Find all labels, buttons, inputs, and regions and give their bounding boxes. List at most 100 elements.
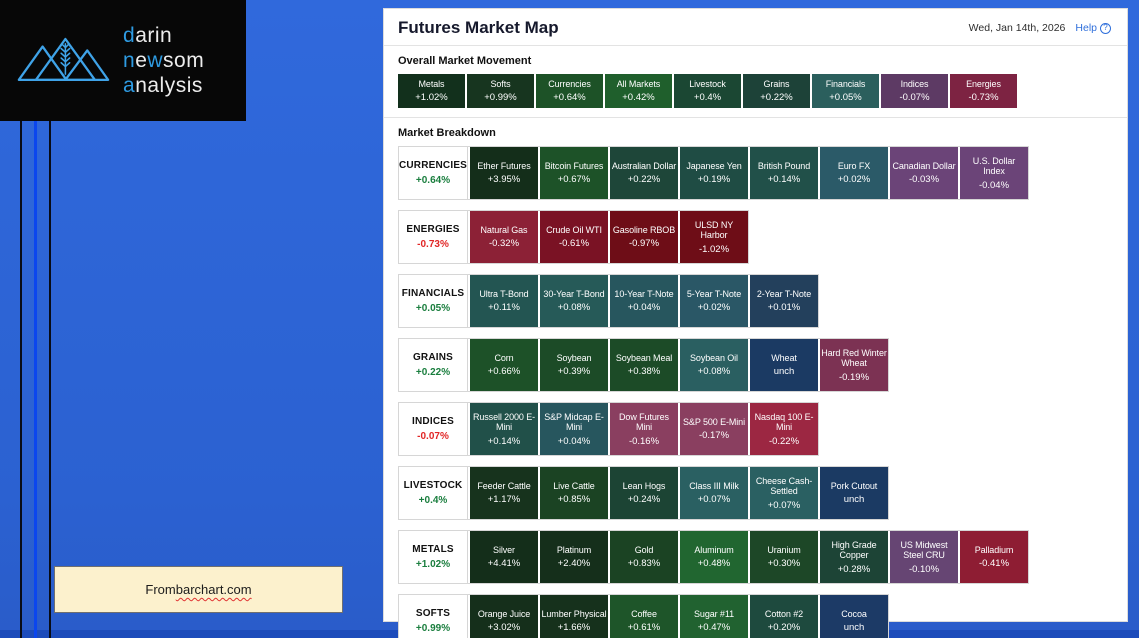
market-tile-corn[interactable]: Corn +0.66% xyxy=(470,339,538,391)
tile-name: Lumber Physical xyxy=(541,608,607,619)
sector-label-currencies[interactable]: CURRENCIES +0.64% xyxy=(399,147,468,199)
tile-name: Indices xyxy=(900,78,929,89)
market-tile-palladium[interactable]: Palladium -0.41% xyxy=(960,531,1028,583)
tile-name: Platinum xyxy=(556,544,592,555)
market-tile-30-year-t-bond[interactable]: 30-Year T-Bond +0.08% xyxy=(540,275,608,327)
market-tile-crude-oil-wti[interactable]: Crude Oil WTI -0.61% xyxy=(540,211,608,263)
sector-row-livestock: LIVESTOCK +0.4% Feeder Cattle +1.17% Live Ca… xyxy=(398,466,889,520)
market-tile-s-p-midcap-e-mini[interactable]: S&P Midcap E-Mini +0.04% xyxy=(540,403,608,455)
overall-tile-indices[interactable]: Indices -0.07% xyxy=(881,74,948,108)
tile-name: Cocoa xyxy=(841,608,867,619)
market-tile-aluminum[interactable]: Aluminum +0.48% xyxy=(680,531,748,583)
tile-percent: +0.14% xyxy=(767,174,801,186)
overall-tile-all-markets[interactable]: All Markets +0.42% xyxy=(605,74,672,108)
sector-label-indices[interactable]: INDICES -0.07% xyxy=(399,403,468,455)
sector-label-financials[interactable]: FINANCIALS +0.05% xyxy=(399,275,468,327)
sector-row-indices: INDICES -0.07% Russell 2000 E-Mini +0.14% S&… xyxy=(398,402,819,456)
market-tile-10-year-t-note[interactable]: 10-Year T-Note +0.04% xyxy=(610,275,678,327)
market-tile-cheese-cash-settled[interactable]: Cheese Cash-Settled +0.07% xyxy=(750,467,818,519)
tile-name: Canadian Dollar xyxy=(892,160,956,171)
market-tile-canadian-dollar[interactable]: Canadian Dollar -0.03% xyxy=(890,147,958,199)
logo-accent-letter: d xyxy=(123,24,136,47)
overall-tile-energies[interactable]: Energies -0.73% xyxy=(950,74,1017,108)
market-tile-cotton-2[interactable]: Cotton #2 +0.20% xyxy=(750,595,818,638)
market-tile-sugar-11[interactable]: Sugar #11 +0.47% xyxy=(680,595,748,638)
market-tile-gasoline-rbob[interactable]: Gasoline RBOB -0.97% xyxy=(610,211,678,263)
market-tile-orange-juice[interactable]: Orange Juice +3.02% xyxy=(470,595,538,638)
overall-heading: Overall Market Movement xyxy=(398,55,532,67)
tile-percent: +0.4% xyxy=(693,92,722,104)
tile-percent: -0.10% xyxy=(908,563,940,575)
overall-tile-livestock[interactable]: Livestock +0.4% xyxy=(674,74,741,108)
market-tile-dow-futures-mini[interactable]: Dow Futures Mini -0.16% xyxy=(610,403,678,455)
sector-label-softs[interactable]: SOFTS +0.99% xyxy=(399,595,468,638)
market-tile-5-year-t-note[interactable]: 5-Year T-Note +0.02% xyxy=(680,275,748,327)
page-title: Futures Market Map xyxy=(398,18,559,37)
market-tile-uranium[interactable]: Uranium +0.30% xyxy=(750,531,818,583)
tile-name: Feeder Cattle xyxy=(477,480,531,491)
sector-percent: +0.99% xyxy=(415,623,451,634)
decor-vertical-line xyxy=(34,0,37,638)
overall-tile-currencies[interactable]: Currencies +0.64% xyxy=(536,74,603,108)
market-tile-ultra-t-bond[interactable]: Ultra T-Bond +0.11% xyxy=(470,275,538,327)
overall-tile-softs[interactable]: Softs +0.99% xyxy=(467,74,534,108)
tile-percent: -0.97% xyxy=(628,238,660,250)
tile-percent: +0.38% xyxy=(627,366,661,378)
market-tile-gold[interactable]: Gold +0.83% xyxy=(610,531,678,583)
sector-label-grains[interactable]: GRAINS +0.22% xyxy=(399,339,468,391)
market-tile-japanese-yen[interactable]: Japanese Yen +0.19% xyxy=(680,147,748,199)
market-tile-high-grade-copper[interactable]: High Grade Copper +0.28% xyxy=(820,531,888,583)
market-tile-u-s-dollar-index[interactable]: U.S. Dollar Index -0.04% xyxy=(960,147,1028,199)
tile-percent: +0.30% xyxy=(767,558,801,570)
market-tile-british-pound[interactable]: British Pound +0.14% xyxy=(750,147,818,199)
source-box[interactable]: From barchart.com xyxy=(54,566,343,613)
market-tile-soybean[interactable]: Soybean +0.39% xyxy=(540,339,608,391)
help-link[interactable]: Help ? xyxy=(1075,22,1111,34)
market-tile-cocoa[interactable]: Cocoa unch xyxy=(820,595,888,638)
overall-tile-grains[interactable]: Grains +0.22% xyxy=(743,74,810,108)
tile-name: Sugar #11 xyxy=(694,608,734,619)
overall-tile-metals[interactable]: Metals +1.02% xyxy=(398,74,465,108)
logo: darin newsom analysis xyxy=(0,0,246,121)
market-tile-feeder-cattle[interactable]: Feeder Cattle +1.17% xyxy=(470,467,538,519)
market-tile-lean-hogs[interactable]: Lean Hogs +0.24% xyxy=(610,467,678,519)
market-tile-wheat[interactable]: Wheat unch xyxy=(750,339,818,391)
logo-text-line: darin xyxy=(123,23,204,48)
market-tile-lumber-physical[interactable]: Lumber Physical +1.66% xyxy=(540,595,608,638)
tile-name: 10-Year T-Note xyxy=(614,288,674,299)
market-tile-coffee[interactable]: Coffee +0.61% xyxy=(610,595,678,638)
market-tile-class-iii-milk[interactable]: Class III Milk +0.07% xyxy=(680,467,748,519)
market-tile-pork-cutout[interactable]: Pork Cutout unch xyxy=(820,467,888,519)
market-tile-euro-fx[interactable]: Euro FX +0.02% xyxy=(820,147,888,199)
market-tile-ether-futures[interactable]: Ether Futures +3.95% xyxy=(470,147,538,199)
overall-tile-financials[interactable]: Financials +0.05% xyxy=(812,74,879,108)
market-tile-2-year-t-note[interactable]: 2-Year T-Note +0.01% xyxy=(750,275,818,327)
market-tile-bitcoin-futures[interactable]: Bitcoin Futures +0.67% xyxy=(540,147,608,199)
market-tile-australian-dollar[interactable]: Australian Dollar +0.22% xyxy=(610,147,678,199)
market-tile-s-p-500-e-mini[interactable]: S&P 500 E-Mini -0.17% xyxy=(680,403,748,455)
market-tile-platinum[interactable]: Platinum +2.40% xyxy=(540,531,608,583)
tile-name: Dow Futures Mini xyxy=(619,411,669,433)
sector-label-metals[interactable]: METALS +1.02% xyxy=(399,531,468,583)
tile-percent: -0.07% xyxy=(899,92,930,104)
market-tile-silver[interactable]: Silver +4.41% xyxy=(470,531,538,583)
market-tile-hard-red-winter-wheat[interactable]: Hard Red Winter Wheat -0.19% xyxy=(820,339,888,391)
tile-name: Energies xyxy=(966,78,1001,89)
market-tile-us-midwest-steel-cru[interactable]: US Midwest Steel CRU -0.10% xyxy=(890,531,958,583)
market-tile-soybean-oil[interactable]: Soybean Oil +0.08% xyxy=(680,339,748,391)
market-tile-ulsd-ny-harbor[interactable]: ULSD NY Harbor -1.02% xyxy=(680,211,748,263)
sector-label-energies[interactable]: ENERGIES -0.73% xyxy=(399,211,468,263)
sector-percent: +1.02% xyxy=(415,559,451,570)
market-tile-natural-gas[interactable]: Natural Gas -0.32% xyxy=(470,211,538,263)
market-tile-live-cattle[interactable]: Live Cattle +0.85% xyxy=(540,467,608,519)
tile-name: U.S. Dollar Index xyxy=(972,155,1016,177)
sector-label-livestock[interactable]: LIVESTOCK +0.4% xyxy=(399,467,468,519)
market-tile-russell-2000-e-mini[interactable]: Russell 2000 E-Mini +0.14% xyxy=(470,403,538,455)
tile-percent: -0.04% xyxy=(978,179,1010,191)
logo-accent-letter: n xyxy=(123,49,136,72)
market-tile-soybean-meal[interactable]: Soybean Meal +0.38% xyxy=(610,339,678,391)
tile-name: Palladium xyxy=(974,544,1014,555)
tile-percent: +3.02% xyxy=(487,622,521,634)
market-tile-nasdaq-100-e-mini[interactable]: Nasdaq 100 E-Mini -0.22% xyxy=(750,403,818,455)
help-label: Help xyxy=(1075,22,1097,34)
